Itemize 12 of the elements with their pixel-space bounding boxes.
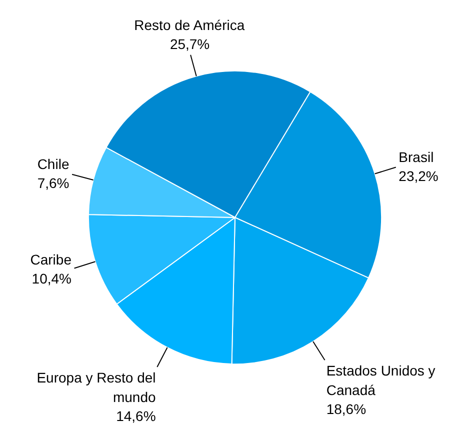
data-label: 14,6%	[116, 408, 156, 424]
data-label: 10,4%	[32, 270, 72, 287]
slice-label: Europa y Resto del mundo	[36, 370, 156, 405]
slice-label: Estados Unidos y Canadá	[326, 362, 436, 398]
slice-label: Chile	[37, 156, 70, 172]
data-label: 23,2%	[398, 168, 438, 184]
data-label: 18,6%	[326, 401, 366, 418]
slice-label: Brasil	[398, 148, 434, 165]
data-label: 7,6%	[37, 175, 70, 192]
data-label: 25,7%	[170, 36, 210, 52]
slice-label: Caribe	[30, 252, 72, 268]
slice-label: Resto de América	[134, 16, 245, 33]
